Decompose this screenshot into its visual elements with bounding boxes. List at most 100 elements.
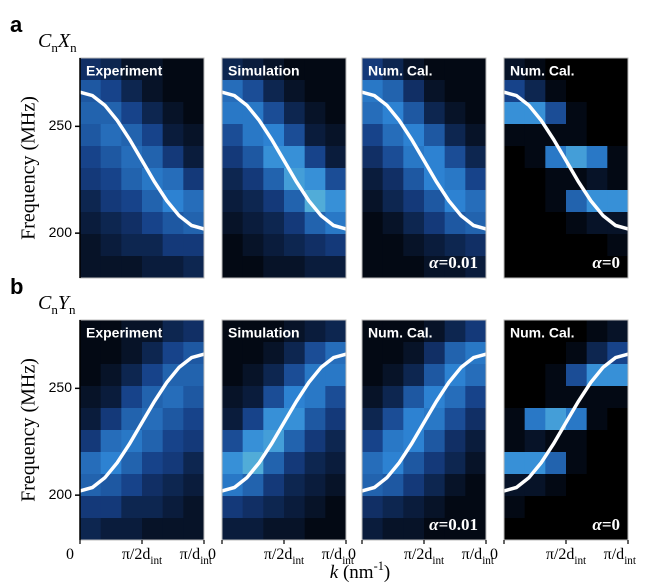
heatmap-cell <box>284 234 306 257</box>
heatmap-cell <box>586 212 608 235</box>
panel-label-part: C <box>38 30 52 52</box>
heatmap-cell <box>183 256 205 279</box>
heatmap-cell <box>284 256 306 279</box>
heatmap-cell <box>162 518 184 541</box>
heatmap-cell <box>183 364 205 387</box>
heatmap-cell <box>100 234 122 257</box>
heatmap-cell <box>545 212 567 235</box>
heatmap-cell <box>304 190 326 213</box>
heatmap-cell <box>162 386 184 409</box>
heatmap-cell <box>362 320 384 343</box>
heatmap-cell <box>545 102 567 125</box>
heatmap-cell <box>325 124 347 147</box>
heatmap-cell <box>424 80 446 103</box>
heatmap-cell <box>382 452 404 475</box>
panel-letter: b <box>10 274 23 299</box>
heatmap-cell <box>382 342 404 365</box>
heatmap-cell <box>545 58 567 81</box>
heatmap-cell <box>183 234 205 257</box>
heatmap-cell <box>566 234 588 257</box>
heatmap-cell <box>403 364 425 387</box>
heatmap-cell <box>162 496 184 519</box>
heatmap-cell <box>362 408 384 431</box>
heatmap-cell <box>325 518 347 541</box>
heatmap-cell <box>121 518 143 541</box>
heatmap-cell <box>183 168 205 191</box>
heatmap-cell <box>263 168 285 191</box>
x-tick-label: π/2dint <box>264 546 305 567</box>
heatmap-cell <box>465 496 487 519</box>
heatmap-cell <box>304 430 326 453</box>
heatmap-cell <box>100 168 122 191</box>
x-tick-label-sub: int <box>292 555 305 567</box>
heatmap-cell <box>162 320 184 343</box>
panel-title: Num. Cal. <box>368 63 433 79</box>
heatmap-cell <box>100 256 122 279</box>
heatmap-cell <box>362 146 384 169</box>
panel-title: Simulation <box>228 63 300 79</box>
annotation-part: α <box>592 515 602 534</box>
x-tick-label: π/dint <box>180 546 213 567</box>
heatmap-cell <box>222 212 244 235</box>
heatmap-cell <box>100 430 122 453</box>
heatmap-cell <box>586 386 608 409</box>
heatmap-cell <box>362 190 384 213</box>
heatmap-cell <box>183 386 205 409</box>
annotation-part: α <box>429 253 439 272</box>
heatmap-cell <box>304 408 326 431</box>
heatmap-cell <box>444 80 466 103</box>
heatmap-cell <box>607 496 629 519</box>
heatmap-cell <box>121 364 143 387</box>
heatmap-cell <box>607 80 629 103</box>
heatmap-cell <box>465 320 487 343</box>
heatmap-cell <box>504 408 526 431</box>
heatmap-cell <box>242 234 264 257</box>
heatmap-cell <box>325 80 347 103</box>
heatmap-cell <box>465 234 487 257</box>
panel-label: CnXn <box>38 30 77 56</box>
heatmap-cell <box>80 320 102 343</box>
heatmap-cell <box>304 234 326 257</box>
heatmap-cell <box>242 496 264 519</box>
heatmap-cell <box>121 234 143 257</box>
dispersion-curve <box>504 90 628 231</box>
heatmap-cell <box>162 452 184 475</box>
y-tick-label: 250 <box>49 379 73 395</box>
heatmap-cell <box>566 452 588 475</box>
heatmap-cell <box>382 256 404 279</box>
heatmap-cell <box>304 518 326 541</box>
x-tick-label-sub: int <box>342 555 355 567</box>
heatmap-cell <box>80 408 102 431</box>
heatmap-cell <box>607 190 629 213</box>
panel-title: Experiment <box>86 325 163 341</box>
heatmap-cell <box>284 58 306 81</box>
heatmap-cell <box>325 168 347 191</box>
heatmap-cell <box>222 496 244 519</box>
heatmap-cell <box>607 234 629 257</box>
heatmap-cell <box>566 342 588 365</box>
heatmap-cell <box>80 496 102 519</box>
heatmap-cell <box>424 190 446 213</box>
heatmap-cell <box>162 212 184 235</box>
heatmap-cell <box>284 80 306 103</box>
heatmap-cell <box>362 496 384 519</box>
heatmap-cell <box>142 80 164 103</box>
heatmap-cell <box>504 364 526 387</box>
x-tick-label: π/2dint <box>546 546 587 567</box>
heatmap-cell <box>524 474 546 497</box>
heatmap-cell <box>607 408 629 431</box>
heatmap-cell <box>382 234 404 257</box>
heatmap-cell <box>162 408 184 431</box>
heatmap-cell <box>566 102 588 125</box>
heatmap-cell <box>465 518 487 541</box>
y-tick-label: 200 <box>49 224 73 240</box>
heatmap-cell <box>222 364 244 387</box>
heatmap-cell <box>382 320 404 343</box>
heatmap-cell <box>183 430 205 453</box>
x-axis-label-part: ) <box>384 562 390 583</box>
heatmap-cell <box>465 80 487 103</box>
x-tick-label-main: π/d <box>322 546 343 563</box>
heatmap-cell <box>524 190 546 213</box>
heatmap-cell <box>100 452 122 475</box>
heatmap-cell <box>222 168 244 191</box>
